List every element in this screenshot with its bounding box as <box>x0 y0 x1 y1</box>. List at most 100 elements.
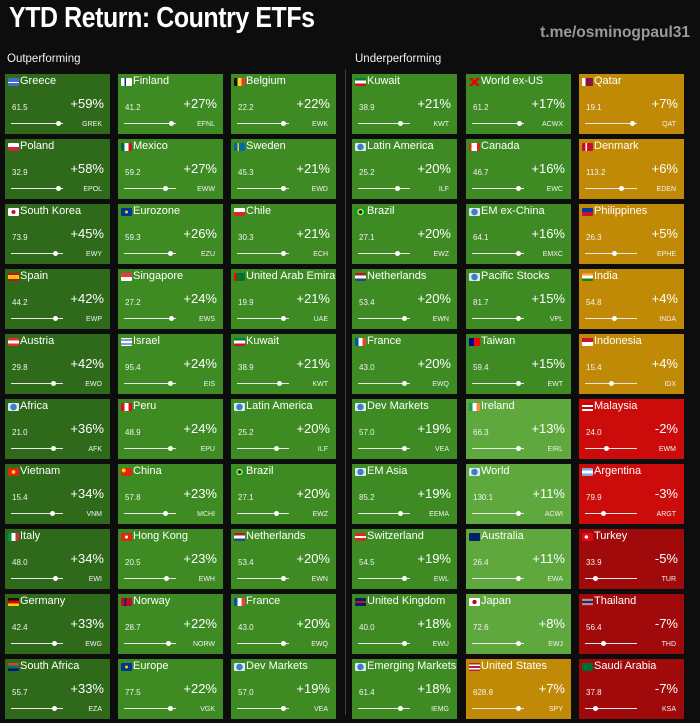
etf-ticker: ILF <box>317 446 328 453</box>
etf-tile-eww[interactable]: Mexico 59.2 +27% EWW <box>118 139 223 199</box>
etf-tile-ewn[interactable]: Netherlands 53.4 +20% EWN <box>231 529 336 589</box>
etf-tile-ewj[interactable]: Japan 72.6 +8% EWJ <box>466 594 571 654</box>
etf-tile-vea[interactable]: Dev Markets 57.0 +19% VEA <box>352 399 457 459</box>
etf-name: Sweden <box>246 140 286 152</box>
etf-tile-ews[interactable]: Singapore 27.2 +24% EWS <box>118 269 223 329</box>
etf-tile-ewq[interactable]: France 43.0 +20% EWQ <box>231 594 336 654</box>
etf-tile-afk[interactable]: Africa 21.0 +36% AFK <box>5 399 110 459</box>
etf-name: Latin America <box>367 140 434 152</box>
etf-tile-vnm[interactable]: Vietnam 15.4 +34% VNM <box>5 464 110 524</box>
etf-ticker: EWT <box>547 381 563 388</box>
etf-tile-ech[interactable]: Chile 30.3 +21% ECH <box>231 204 336 264</box>
etf-tile-ewh[interactable]: Hong Kong 20.5 +23% EWH <box>118 529 223 589</box>
etf-tile-tur[interactable]: Turkey 33.9 -5% TUR <box>579 529 684 589</box>
etf-tile-ewz[interactable]: Brazil 27.1 +20% EWZ <box>231 464 336 524</box>
etf-tile-eema[interactable]: EM Asia 85.2 +19% EEMA <box>352 464 457 524</box>
etf-tile-argt[interactable]: Argentina 79.9 -3% ARGT <box>579 464 684 524</box>
etf-ticker: MCHI <box>197 511 215 518</box>
etf-tile-ksa[interactable]: Saudi Arabia 37.8 -7% KSA <box>579 659 684 719</box>
etf-tile-ezu[interactable]: Eurozone 59.3 +26% EZU <box>118 204 223 264</box>
etf-tile-efnl[interactable]: Finland 41.2 +27% EFNL <box>118 74 223 134</box>
etf-tile-ewo[interactable]: Austria 29.8 +42% EWO <box>5 334 110 394</box>
etf-tile-ewd[interactable]: Sweden 45.3 +21% EWD <box>231 139 336 199</box>
etf-name: Taiwan <box>481 335 516 347</box>
range-track <box>358 448 410 449</box>
etf-price: 15.4 <box>12 493 28 502</box>
etf-price: 130.1 <box>473 493 494 502</box>
etf-tile-eden[interactable]: Denmark 113.2 +6% EDEN <box>579 139 684 199</box>
etf-tile-ewz[interactable]: Brazil 27.1 +20% EWZ <box>352 204 457 264</box>
etf-tile-ewm[interactable]: Malaysia 24.0 -2% EWM <box>579 399 684 459</box>
etf-name: Pacific Stocks <box>481 270 550 282</box>
etf-name: Thailand <box>594 595 637 607</box>
etf-ticker: THD <box>661 641 676 648</box>
etf-tile-vea[interactable]: Dev Markets 57.0 +19% VEA <box>231 659 336 719</box>
etf-name: Belgium <box>246 75 286 87</box>
range-marker <box>53 576 58 581</box>
etf-tile-qat[interactable]: Qatar 19.1 +7% QAT <box>579 74 684 134</box>
etf-tile-norw[interactable]: Norway 28.7 +22% NORW <box>118 594 223 654</box>
etf-tile-mchi[interactable]: China 57.8 +23% MCHI <box>118 464 223 524</box>
flag-finland-icon <box>121 78 132 86</box>
range-marker <box>630 121 635 126</box>
etf-tile-ewk[interactable]: Belgium 22.2 +22% EWK <box>231 74 336 134</box>
etf-tile-kwt[interactable]: Kuwait 38.9 +21% KWT <box>352 74 457 134</box>
flag-belgium-icon <box>234 78 245 86</box>
etf-ticker: EWH <box>198 576 215 583</box>
etf-name: EM ex-China <box>481 205 545 217</box>
etf-tile-spy[interactable]: United States 628.8 +7% SPY <box>466 659 571 719</box>
etf-tile-uae[interactable]: United Arab Emira 19.9 +21% UAE <box>231 269 336 329</box>
etf-price: 41.2 <box>125 103 141 112</box>
etf-price: 28.7 <box>125 623 141 632</box>
etf-tile-acwx[interactable]: World ex-US 61.2 +17% ACWX <box>466 74 571 134</box>
etf-ticker: EWD <box>311 186 328 193</box>
etf-tile-ewt[interactable]: Taiwan 59.4 +15% EWT <box>466 334 571 394</box>
etf-tile-acwi[interactable]: World 130.1 +11% ACWI <box>466 464 571 524</box>
etf-tile-epu[interactable]: Peru 48.9 +24% EPU <box>118 399 223 459</box>
etf-return: +23% <box>183 551 217 566</box>
etf-name: Qatar <box>594 75 622 87</box>
etf-tile-grek[interactable]: Greece 61.5 +59% GREK <box>5 74 110 134</box>
etf-tile-inda[interactable]: India 54.8 +4% INDA <box>579 269 684 329</box>
range-marker <box>398 511 403 516</box>
flag-uae-icon <box>234 273 245 281</box>
etf-tile-ilf[interactable]: Latin America 25.2 +20% ILF <box>231 399 336 459</box>
etf-tile-ewl[interactable]: Switzerland 54.5 +19% EWL <box>352 529 457 589</box>
etf-tile-ewa[interactable]: Australia 26.4 +11% EWA <box>466 529 571 589</box>
etf-tile-ewc[interactable]: Canada 46.7 +16% EWC <box>466 139 571 199</box>
channel-link[interactable]: t.me/osminogpaul31 <box>540 24 690 41</box>
etf-tile-ewg[interactable]: Germany 42.4 +33% EWG <box>5 594 110 654</box>
etf-tile-ewy[interactable]: South Korea 73.9 +45% EWY <box>5 204 110 264</box>
etf-tile-kwt[interactable]: Kuwait 38.9 +21% KWT <box>231 334 336 394</box>
flag-latin-america-icon <box>234 403 245 411</box>
etf-return: +11% <box>532 486 565 501</box>
etf-tile-ewp[interactable]: Spain 44.2 +42% EWP <box>5 269 110 329</box>
etf-tile-eza[interactable]: South Africa 55.7 +33% EZA <box>5 659 110 719</box>
etf-tile-epol[interactable]: Poland 32.9 +58% EPOL <box>5 139 110 199</box>
range-marker <box>169 121 174 126</box>
range-marker <box>281 121 286 126</box>
etf-tile-vpl[interactable]: Pacific Stocks 81.7 +15% VPL <box>466 269 571 329</box>
etf-tile-thd[interactable]: Thailand 56.4 -7% THD <box>579 594 684 654</box>
range-track <box>11 188 63 189</box>
etf-tile-ewq[interactable]: France 43.0 +20% EWQ <box>352 334 457 394</box>
etf-tile-ewn[interactable]: Netherlands 53.4 +20% EWN <box>352 269 457 329</box>
etf-tile-eis[interactable]: Israel 95.4 +24% EIS <box>118 334 223 394</box>
etf-tile-idx[interactable]: Indonesia 15.4 +4% IDX <box>579 334 684 394</box>
etf-tile-ilf[interactable]: Latin America 25.2 +20% ILF <box>352 139 457 199</box>
etf-tile-ewi[interactable]: Italy 48.0 +34% EWI <box>5 529 110 589</box>
etf-tile-ephe[interactable]: Philippines 26.3 +5% EPHE <box>579 204 684 264</box>
etf-tile-emxc[interactable]: EM ex-China 64.1 +16% EMXC <box>466 204 571 264</box>
etf-tile-iemg[interactable]: Emerging Markets 61.4 +18% IEMG <box>352 659 457 719</box>
etf-ticker: EDEN <box>656 186 676 193</box>
etf-price: 59.3 <box>125 233 141 242</box>
etf-return: +15% <box>531 356 565 371</box>
etf-return: +5% <box>651 226 678 241</box>
etf-tile-eirl[interactable]: Ireland 66.3 +13% EIRL <box>466 399 571 459</box>
etf-ticker: EWZ <box>433 251 449 258</box>
etf-price: 628.8 <box>473 688 494 697</box>
flag-mexico-icon <box>121 143 132 151</box>
etf-tile-ewu[interactable]: United Kingdom 40.0 +18% EWU <box>352 594 457 654</box>
range-marker <box>166 641 171 646</box>
etf-tile-vgk[interactable]: Europe 77.5 +22% VGK <box>118 659 223 719</box>
